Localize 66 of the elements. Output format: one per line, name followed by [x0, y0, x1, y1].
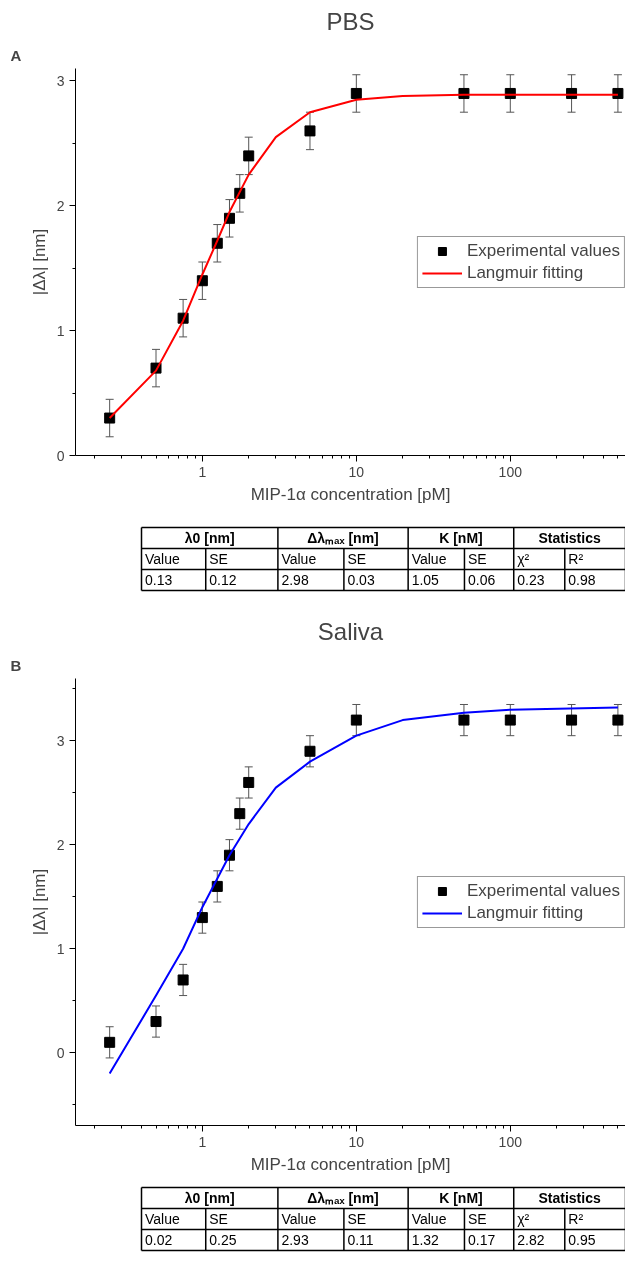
y-tick-label: 3	[56, 72, 65, 89]
text: 2.93	[281, 1232, 309, 1248]
text: 0.02	[145, 1232, 173, 1248]
text: SE	[467, 1211, 487, 1227]
y-axis-title: |Δλ| [nm]	[29, 228, 49, 296]
text: Statistics	[538, 530, 601, 546]
text: K [nM]	[439, 1190, 483, 1206]
text: 0.98	[568, 572, 596, 588]
x-tick-label: 1	[198, 463, 207, 480]
x-tick-label: 100	[498, 463, 523, 480]
x-tick-label: 10	[348, 1133, 365, 1150]
legend-label: Experimental values	[466, 880, 620, 901]
text: Δλₘₐₓ [nm]	[307, 530, 379, 546]
text: R²	[568, 1211, 584, 1227]
y-tick-label: 2	[56, 836, 65, 853]
text: SE	[209, 1211, 228, 1227]
y-axis-title: |Δλ| [nm]	[29, 868, 49, 936]
text: 2.82	[517, 1232, 545, 1248]
text: Value	[145, 1211, 180, 1227]
text: χ²	[517, 551, 530, 567]
text: 1.32	[411, 1232, 440, 1248]
chart-title: Saliva	[317, 617, 384, 645]
y-tick-label: 2	[56, 197, 65, 214]
x-axis-title: MIP-1α concentration [pM]	[250, 484, 451, 504]
text: SE	[467, 551, 487, 567]
x-tick-label: 10	[348, 463, 365, 480]
x-tick-label: 100	[498, 1133, 523, 1150]
text: 2.98	[281, 572, 309, 588]
text: 0.95	[568, 1232, 596, 1248]
y-tick-label: 1	[56, 322, 65, 339]
text: A	[10, 46, 22, 64]
text: K [nM]	[439, 530, 483, 546]
text: 0.25	[209, 1232, 237, 1248]
text: Value	[145, 551, 180, 567]
text: 0.23	[517, 572, 545, 588]
text: SE	[347, 551, 367, 567]
text: Value	[411, 1211, 447, 1227]
text: SE	[209, 551, 228, 567]
text: 0.03	[347, 572, 375, 588]
text: λ0 [nm]	[184, 530, 235, 546]
text: SE	[347, 1211, 367, 1227]
chart-title: PBS	[326, 7, 375, 35]
text: Δλₘₐₓ [nm]	[307, 1190, 379, 1206]
text: 0.12	[209, 572, 237, 588]
text: χ²	[517, 1211, 530, 1227]
text: B	[10, 656, 22, 674]
text: Value	[281, 1211, 317, 1227]
x-axis-title: MIP-1α concentration [pM]	[250, 1154, 451, 1174]
y-tick-label: 0	[56, 447, 65, 464]
y-tick-label: 1	[56, 940, 65, 957]
text: 0.06	[467, 572, 496, 588]
text: 0.13	[145, 572, 173, 588]
legend-label: Langmuir fitting	[466, 902, 584, 923]
legend-label: Experimental values	[466, 240, 620, 261]
y-tick-label: 3	[56, 732, 65, 749]
text: Value	[411, 551, 447, 567]
text: 0.17	[467, 1232, 496, 1248]
x-tick-label: 1	[198, 1133, 207, 1150]
text: Statistics	[538, 1190, 601, 1206]
legend-label: Langmuir fitting	[466, 262, 584, 283]
y-tick-label: 0	[56, 1044, 65, 1061]
text: λ0 [nm]	[184, 1190, 235, 1206]
text: 0.11	[347, 1232, 374, 1248]
text: R²	[568, 551, 584, 567]
text: Value	[281, 551, 317, 567]
text: 1.05	[411, 572, 440, 588]
